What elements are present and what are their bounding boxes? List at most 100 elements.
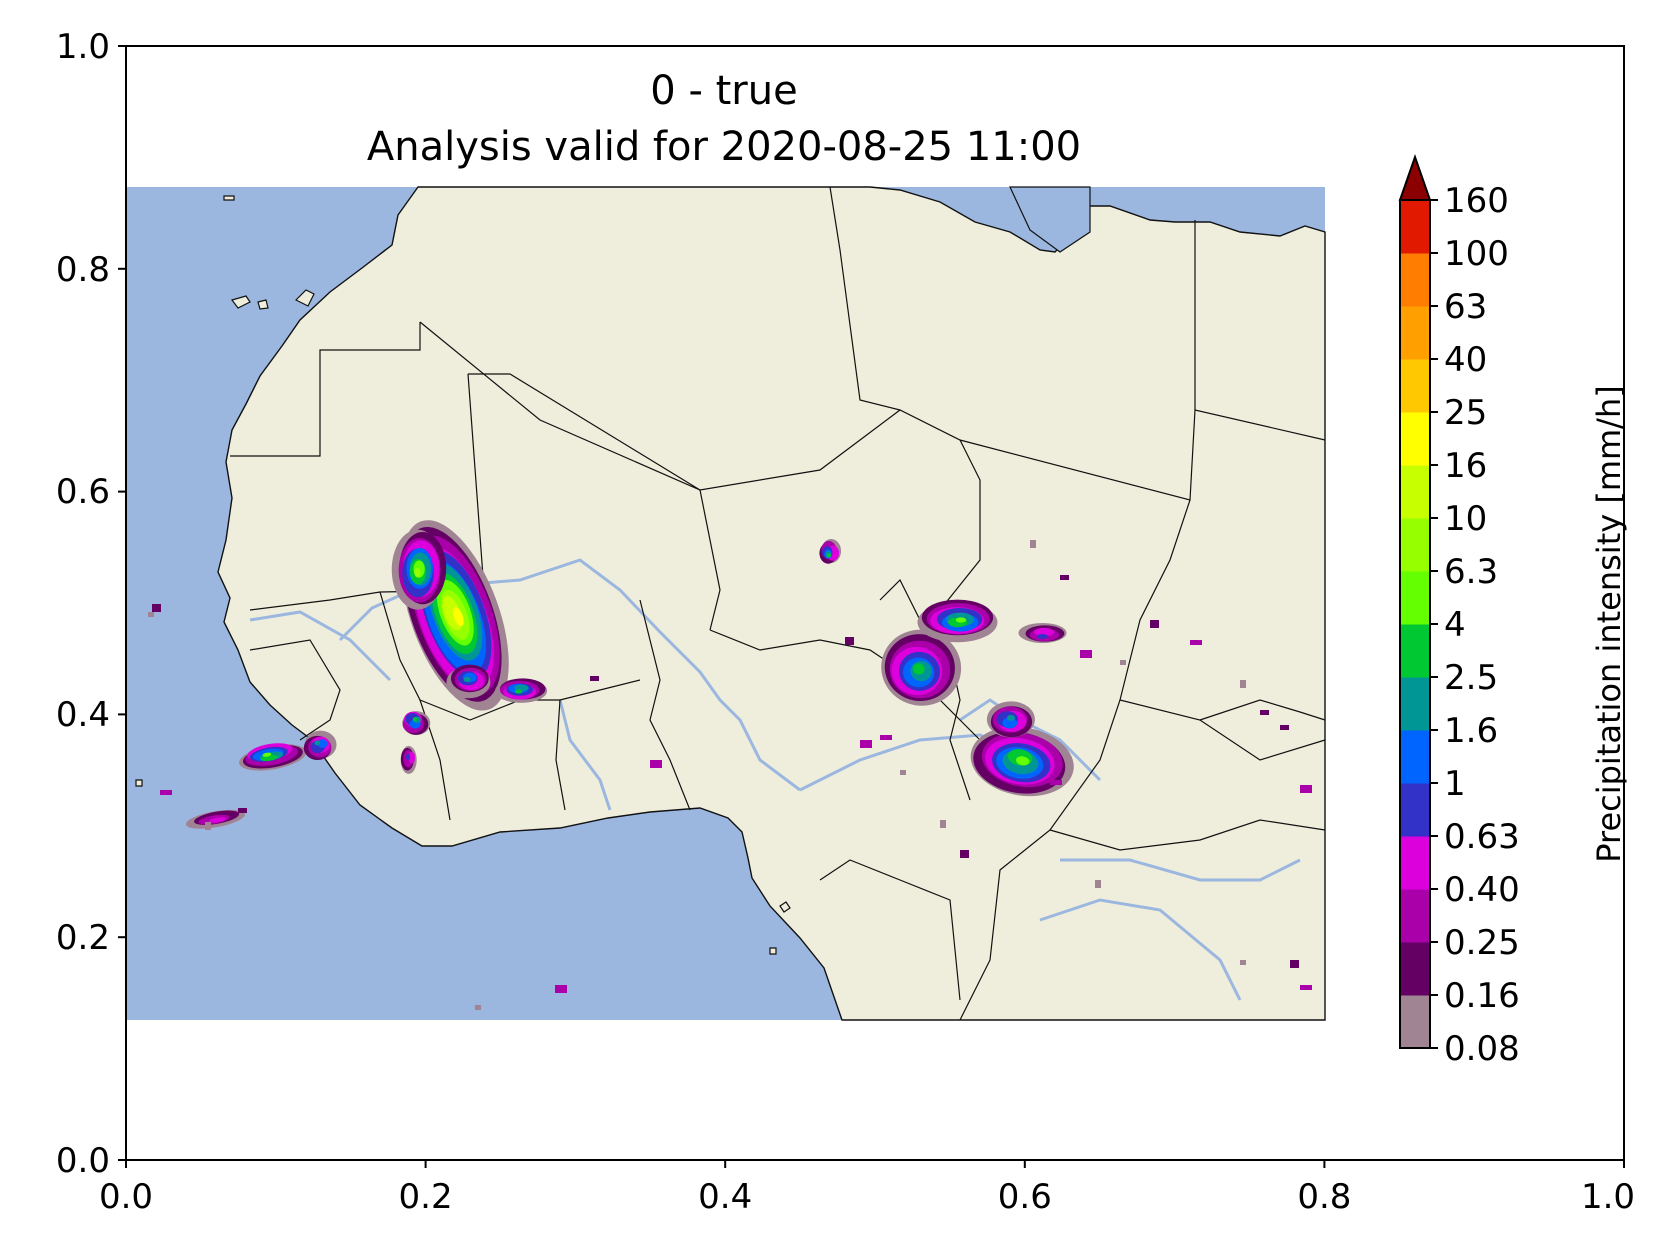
map [126, 186, 1326, 1021]
title-line1: 0 - true [650, 68, 797, 114]
precip-cell [303, 730, 337, 760]
border [379, 591, 451, 821]
precip-speck [1300, 985, 1312, 990]
colorbar-tick-label: 0.16 [1444, 976, 1520, 1016]
colorbar-segment [1400, 995, 1430, 1049]
colorbar-segment [1400, 624, 1430, 678]
precip-contour [262, 752, 272, 757]
precip-speck [1095, 880, 1101, 888]
title-line2: Analysis valid for 2020-08-25 11:00 [367, 124, 1081, 170]
border [249, 639, 341, 741]
precip-cell [1018, 622, 1067, 643]
precip-speck [900, 770, 906, 775]
border [1119, 699, 1326, 761]
x-tick-label: 0.4 [698, 1177, 752, 1217]
colorbar-tick-label: 0.40 [1444, 870, 1520, 910]
colorbar-extend-arrow [1398, 153, 1432, 201]
colorbar-tick-label: 100 [1444, 234, 1509, 274]
colorbar-tick-label: 63 [1444, 287, 1487, 327]
y-tick-label: 0.6 [56, 472, 110, 512]
precip-cell [819, 539, 842, 564]
colorbar-segment [1400, 465, 1430, 519]
border [230, 322, 421, 457]
precip-speck [960, 850, 969, 858]
precip-speck [1030, 540, 1036, 548]
colorbar-segment [1400, 836, 1430, 890]
border [419, 679, 641, 721]
colorbar-tick-label: 2.5 [1444, 658, 1498, 698]
x-tick-label: 0.6 [998, 1177, 1052, 1217]
island [257, 299, 269, 310]
precip-speck [650, 760, 662, 768]
precip-cell [239, 743, 307, 771]
y-tick-label: 0.2 [56, 918, 110, 958]
colorbar-segment [1400, 783, 1430, 837]
x-tick-label: 1.0 [1581, 1177, 1635, 1217]
precip-cell [970, 726, 1074, 797]
precip-contour [405, 753, 410, 761]
y-axis: 0.0 0.2 0.4 0.6 0.8 1.0 [56, 27, 126, 1181]
border [1049, 819, 1326, 851]
colorbar-segments [1400, 200, 1430, 1049]
precip-cell [495, 678, 548, 703]
precip-speck [238, 808, 247, 813]
precip-cell [391, 529, 447, 610]
precip-cell [446, 664, 491, 699]
axes-frame [125, 45, 1625, 1161]
colorbar-tick-label: 40 [1444, 340, 1487, 380]
colorbar-segment [1400, 730, 1430, 784]
precip-speck [590, 676, 599, 681]
precipitation-overlay [148, 520, 1312, 1010]
y-tick-label: 1.0 [56, 27, 110, 67]
precip-speck [205, 822, 211, 830]
colorbar-segment [1400, 412, 1430, 466]
colorbar-tick-label: 0.08 [1444, 1029, 1520, 1069]
colorbar-ticks: 0.08 0.16 0.25 0.40 0.63 1 1.6 2.5 4 6.3 10 16 25 40 6… [1430, 181, 1520, 1069]
precip-speck [1260, 710, 1269, 715]
precip-speck [1120, 660, 1126, 665]
precip-contour [414, 567, 421, 578]
precip-speck [1080, 650, 1092, 658]
colorbar-tick-label: 1 [1444, 764, 1466, 804]
river-ubangi [1060, 858, 1301, 882]
precip-speck [1290, 960, 1299, 968]
border [819, 859, 961, 1001]
island [769, 947, 777, 955]
precip-contour [453, 607, 464, 627]
precip-speck [1190, 640, 1202, 645]
precip-speck [1240, 960, 1246, 965]
land-mass [217, 186, 1326, 1021]
precip-speck [845, 637, 854, 645]
colorbar-segment [1400, 571, 1430, 625]
precip-contour [412, 717, 418, 722]
colorbar-tick-label: 6.3 [1444, 552, 1498, 592]
colorbar-tick-label: 10 [1444, 499, 1487, 539]
precip-contour [955, 617, 967, 623]
precip-cell [986, 701, 1035, 738]
x-tick-label: 0.2 [399, 1177, 453, 1217]
y-tick-label: 0.4 [56, 695, 110, 735]
precip-contour [514, 684, 529, 692]
border [959, 499, 1191, 1021]
precip-contour [317, 739, 328, 748]
precip-cell [400, 745, 417, 774]
colorbar-segment [1400, 306, 1430, 360]
precip-speck [148, 612, 154, 617]
precip-contour [314, 740, 320, 746]
island [223, 195, 235, 201]
x-tick-label: 0.0 [99, 1177, 153, 1217]
border [555, 699, 566, 811]
precip-speck [1050, 780, 1062, 785]
colorbar-tick-label: 4 [1444, 605, 1466, 645]
river-senegal [249, 610, 392, 682]
border [639, 599, 691, 811]
precip-contour [1016, 756, 1030, 766]
precip-cell [402, 711, 431, 736]
colorbar-segment [1400, 942, 1430, 996]
precip-speck [860, 740, 872, 748]
river-congo [1039, 898, 1242, 1001]
river-volta [558, 699, 612, 811]
precip-speck [1060, 575, 1069, 580]
colorbar-segment [1400, 889, 1430, 943]
